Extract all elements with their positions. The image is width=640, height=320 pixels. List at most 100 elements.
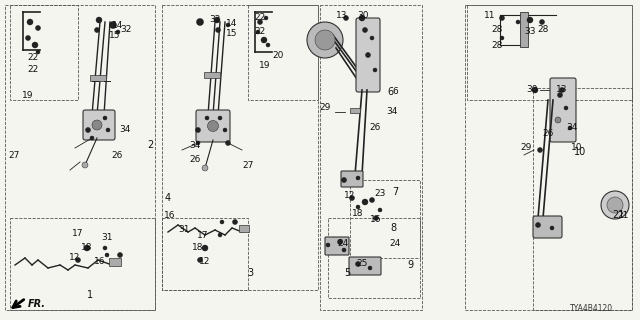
Circle shape [370, 36, 374, 40]
Circle shape [355, 261, 360, 267]
Text: 26: 26 [369, 124, 381, 132]
Circle shape [116, 30, 120, 34]
Circle shape [86, 127, 90, 132]
Text: 29: 29 [520, 143, 532, 153]
Text: 24: 24 [337, 238, 349, 247]
Text: 18: 18 [192, 244, 204, 252]
Text: 17: 17 [72, 228, 84, 237]
Circle shape [349, 196, 355, 201]
Circle shape [196, 141, 200, 145]
Circle shape [359, 15, 365, 21]
Circle shape [362, 199, 368, 205]
Circle shape [540, 20, 545, 25]
Text: 10: 10 [574, 147, 586, 157]
Circle shape [555, 117, 561, 123]
Circle shape [198, 258, 202, 262]
Circle shape [500, 36, 504, 40]
Text: 32: 32 [120, 26, 132, 35]
Text: 31: 31 [101, 234, 113, 243]
Text: 6: 6 [387, 87, 393, 97]
Circle shape [84, 245, 90, 251]
Circle shape [223, 128, 227, 132]
Text: 34: 34 [566, 124, 578, 132]
Circle shape [218, 116, 222, 120]
Text: 8: 8 [390, 223, 396, 233]
Circle shape [232, 220, 237, 225]
Text: 16: 16 [164, 211, 176, 220]
Circle shape [527, 17, 533, 23]
Circle shape [214, 17, 220, 23]
Circle shape [601, 191, 629, 219]
Circle shape [564, 106, 568, 110]
Circle shape [216, 28, 221, 33]
FancyBboxPatch shape [325, 237, 349, 255]
Text: 22: 22 [254, 13, 266, 22]
Circle shape [92, 120, 102, 130]
Text: 26: 26 [542, 129, 554, 138]
Circle shape [368, 266, 372, 270]
Circle shape [362, 28, 367, 33]
Text: 16: 16 [371, 215, 381, 225]
Text: 21: 21 [618, 211, 628, 220]
Circle shape [516, 20, 520, 24]
Text: 28: 28 [492, 26, 502, 35]
Circle shape [220, 220, 224, 224]
Text: 22: 22 [28, 66, 38, 75]
Text: 31: 31 [179, 226, 189, 235]
Text: 32: 32 [209, 15, 221, 25]
FancyBboxPatch shape [83, 110, 115, 140]
Text: 21: 21 [612, 210, 624, 220]
Bar [10, 5, 78, 100]
Circle shape [90, 136, 94, 140]
Text: 18: 18 [352, 209, 364, 218]
FancyBboxPatch shape [356, 18, 380, 92]
Text: 30: 30 [526, 85, 538, 94]
Circle shape [342, 248, 346, 252]
FancyBboxPatch shape [533, 216, 562, 238]
FancyBboxPatch shape [90, 75, 106, 81]
Text: 9: 9 [407, 260, 413, 270]
Text: 14: 14 [227, 19, 237, 28]
Text: 12: 12 [69, 253, 81, 262]
Bar [465, 5, 632, 310]
Circle shape [369, 197, 374, 203]
Text: 16: 16 [94, 258, 106, 267]
Circle shape [568, 126, 572, 130]
Circle shape [226, 23, 230, 27]
Circle shape [195, 127, 200, 132]
Text: 29: 29 [319, 102, 331, 111]
Text: 6: 6 [392, 87, 398, 97]
FancyBboxPatch shape [109, 258, 121, 266]
FancyBboxPatch shape [550, 78, 576, 142]
Text: 13: 13 [556, 85, 568, 94]
Circle shape [207, 121, 218, 132]
Bar [467, 5, 632, 100]
Text: 28: 28 [492, 42, 502, 51]
Bar [248, 5, 318, 100]
Circle shape [337, 239, 342, 244]
Circle shape [315, 30, 335, 50]
Circle shape [378, 208, 382, 212]
Circle shape [538, 148, 543, 153]
Circle shape [257, 20, 262, 25]
Circle shape [342, 178, 346, 182]
Text: 25: 25 [356, 259, 368, 268]
Circle shape [202, 245, 208, 251]
Text: 28: 28 [538, 26, 548, 35]
Text: 7: 7 [392, 187, 398, 197]
FancyBboxPatch shape [349, 257, 381, 275]
FancyBboxPatch shape [204, 72, 220, 78]
FancyBboxPatch shape [239, 225, 249, 231]
Text: 27: 27 [8, 150, 20, 159]
Circle shape [266, 43, 270, 47]
Circle shape [557, 92, 563, 98]
Circle shape [326, 243, 330, 247]
Text: 34: 34 [387, 108, 397, 116]
Text: 10: 10 [572, 143, 583, 153]
Circle shape [256, 30, 260, 34]
Text: 23: 23 [374, 188, 386, 197]
Circle shape [536, 222, 541, 228]
Circle shape [559, 87, 564, 92]
Circle shape [264, 16, 268, 20]
Circle shape [374, 215, 378, 220]
